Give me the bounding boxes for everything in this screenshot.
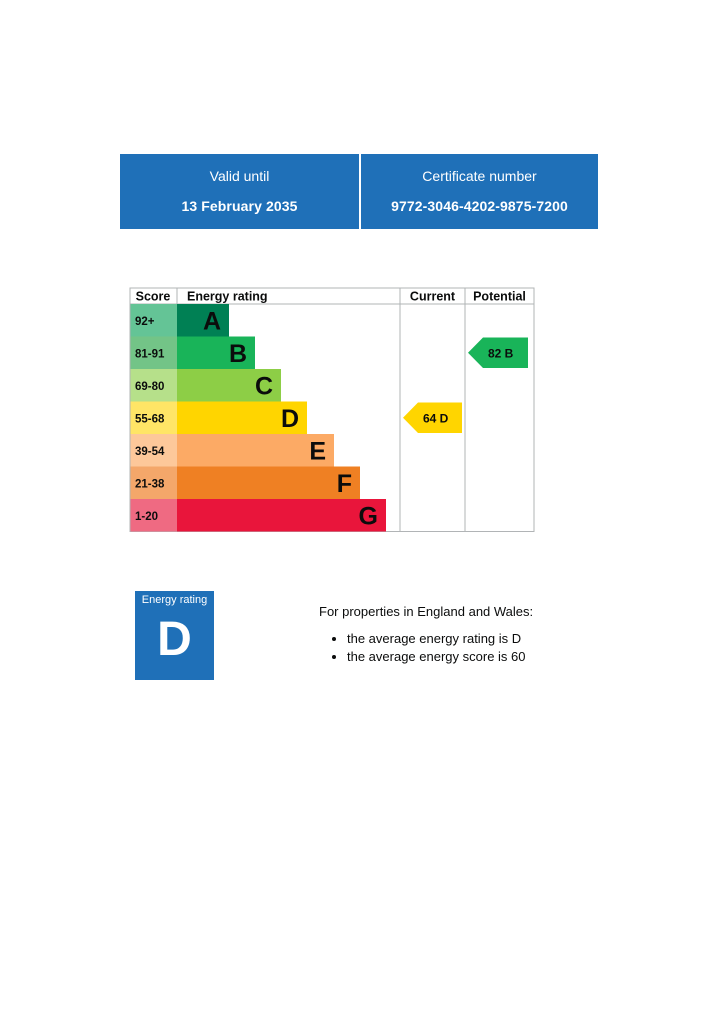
info-list: the average energy rating is D the avera… xyxy=(319,631,639,664)
score-cell-A xyxy=(130,304,178,337)
score-label-B: 81-91 xyxy=(135,348,165,360)
badge-label: Energy rating xyxy=(141,594,208,606)
info-item-score: the average energy score is 60 xyxy=(347,649,639,664)
score-label-E: 39-54 xyxy=(135,446,165,458)
current-rating-label: 64 D xyxy=(423,411,449,425)
band-bar-A xyxy=(177,304,229,337)
potential-rating-label: 82 B xyxy=(488,346,514,360)
band-bar-B xyxy=(177,336,255,369)
score-cell-G xyxy=(130,499,178,532)
score-cell-F xyxy=(130,466,178,499)
score-label-G: 1-20 xyxy=(135,511,158,523)
band-bar-F xyxy=(177,466,360,499)
band-letter-F: F xyxy=(337,470,352,498)
column-header-0: Score xyxy=(136,290,171,304)
score-cell-E xyxy=(130,434,178,467)
info-intro: For properties in England and Wales: xyxy=(319,604,534,619)
band-letter-A: A xyxy=(203,307,221,335)
band-letter-G: G xyxy=(359,502,378,530)
score-cell-C xyxy=(130,369,178,402)
average-rating-info: For properties in England and Wales: the… xyxy=(319,604,639,667)
band-letter-E: E xyxy=(309,437,326,465)
certificate-number-cell: Certificate number 9772-3046-4202-9875-7… xyxy=(361,154,598,229)
band-bar-E xyxy=(177,434,334,467)
score-label-A: 92+ xyxy=(135,316,155,328)
energy-rating-badge: Energy rating D xyxy=(135,591,214,680)
certificate-number-label: Certificate number xyxy=(422,168,537,184)
band-letter-B: B xyxy=(229,340,247,368)
band-letter-C: C xyxy=(255,372,273,400)
band-bar-C xyxy=(177,369,281,402)
valid-until-label: Valid until xyxy=(209,168,270,184)
current-arrow xyxy=(403,402,462,433)
band-bar-G xyxy=(177,499,386,532)
score-cell-B xyxy=(130,336,178,369)
score-label-C: 69-80 xyxy=(135,381,164,393)
column-header-3: Potential xyxy=(473,290,526,304)
column-header-1: Energy rating xyxy=(187,290,268,304)
score-label-F: 21-38 xyxy=(135,478,165,490)
band-bar-D xyxy=(177,401,307,434)
certificate-header: Valid until 13 February 2035 Certificate… xyxy=(120,154,598,229)
info-item-rating: the average energy rating is D xyxy=(347,631,639,646)
score-label-D: 55-68 xyxy=(135,413,165,425)
band-letter-D: D xyxy=(281,405,299,433)
valid-until-cell: Valid until 13 February 2035 xyxy=(120,154,359,229)
energy-rating-chart: Score Energy rating Current Potential 92+ A 81… xyxy=(129,287,535,532)
valid-until-date: 13 February 2035 xyxy=(181,198,298,214)
score-cell-D xyxy=(130,401,178,434)
certificate-number-value: 9772-3046-4202-9875-7200 xyxy=(391,198,568,214)
column-header-2: Current xyxy=(410,290,456,304)
potential-arrow xyxy=(468,337,528,368)
badge-letter: D xyxy=(157,613,192,666)
